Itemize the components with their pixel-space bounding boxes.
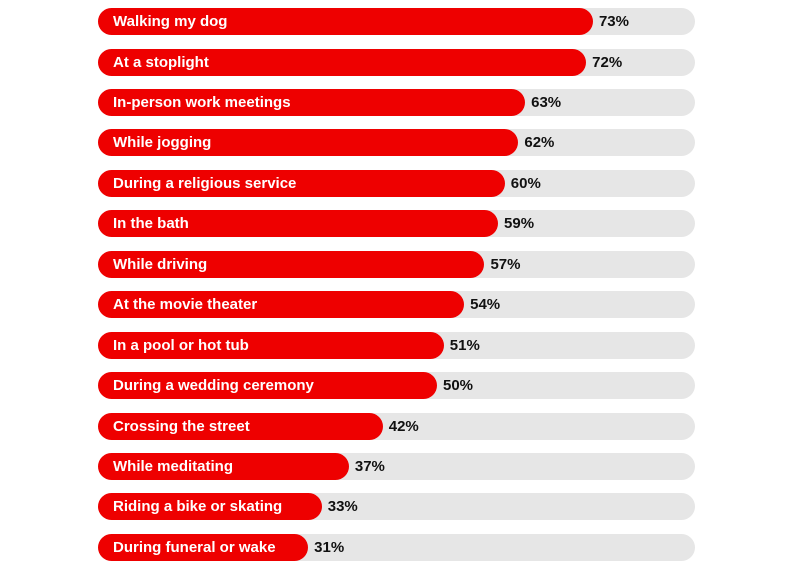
bar-value-label: 50% xyxy=(443,377,474,395)
bar: Crossing the street xyxy=(98,412,383,440)
bar-value-label: 73% xyxy=(598,13,629,30)
bar-value-label: 62% xyxy=(524,134,555,152)
bar: In a pool or hot tub xyxy=(98,331,444,359)
bar-track: In the bath 59% xyxy=(98,210,695,238)
bar-value-label: 37% xyxy=(354,458,385,475)
bar-track: While driving 57% xyxy=(98,250,695,278)
bar: During a wedding ceremony xyxy=(98,372,437,400)
bar-track: Walking my dog 73% xyxy=(98,8,695,35)
bar-value-label: 51% xyxy=(449,336,480,354)
bar-track: During a wedding ceremony 50% xyxy=(98,372,695,400)
bar-track: In a pool or hot tub 51% xyxy=(98,331,695,359)
bar-value-label: 72% xyxy=(592,53,623,71)
bar: During funeral or wake xyxy=(98,533,309,561)
bar: In the bath xyxy=(98,210,499,238)
bar-track: Crossing the street 42% xyxy=(98,412,695,440)
bar-track: Riding a bike or skating 33% xyxy=(98,493,695,521)
bar-track: During funeral or wake 31% xyxy=(98,533,695,561)
bar: Riding a bike or skating xyxy=(98,493,322,521)
bar-value-label: 57% xyxy=(490,255,521,273)
bar-track: At a stoplight 72% xyxy=(98,48,695,76)
bar: While meditating xyxy=(98,453,349,480)
bar: In-person work meetings xyxy=(98,88,526,116)
bar-value-label: 63% xyxy=(531,93,562,111)
bar: During a religious service xyxy=(98,169,505,197)
bar: At a stoplight xyxy=(98,48,587,76)
bar-track: During a religious service 60% xyxy=(98,169,695,197)
bar: While driving xyxy=(98,250,485,278)
bar-value-label: 54% xyxy=(470,296,501,314)
bar-value-label: 33% xyxy=(327,498,358,516)
bar-value-label: 59% xyxy=(504,215,535,233)
bar-track: In-person work meetings 63% xyxy=(98,88,695,116)
bar-value-label: 31% xyxy=(314,538,345,556)
bar: Walking my dog xyxy=(98,8,593,35)
bar-track: At the movie theater 54% xyxy=(98,291,695,319)
bar: While jogging xyxy=(98,129,519,157)
bar-track: While meditating 37% xyxy=(98,453,695,480)
bar: At the movie theater xyxy=(98,291,465,319)
bar-value-label: 42% xyxy=(388,417,419,435)
bar-track: While jogging 62% xyxy=(98,129,695,157)
bar-value-label: 60% xyxy=(510,174,541,192)
